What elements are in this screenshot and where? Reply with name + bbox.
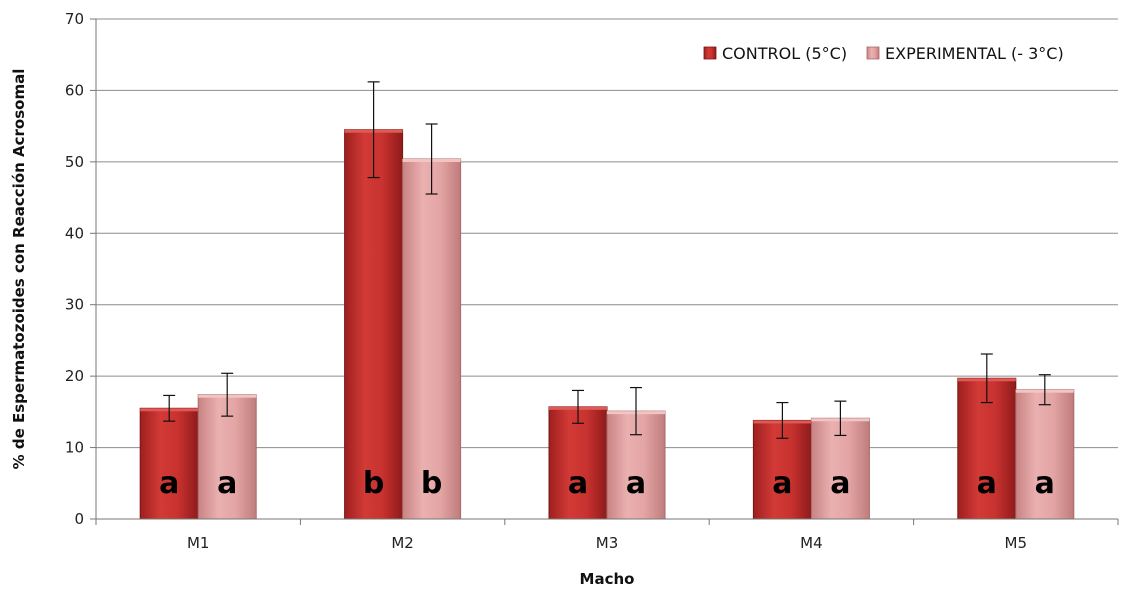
legend-swatch [704, 47, 716, 59]
legend-label: EXPERIMENTAL (- 3°C) [885, 44, 1064, 63]
significance-letter: a [830, 466, 850, 501]
significance-letter: a [977, 466, 997, 501]
bars [140, 130, 1074, 519]
y-tick-label: 50 [65, 153, 84, 171]
x-tick-label: M1 [187, 534, 210, 552]
y-axis-title: % de Espermatozoides con Reacción Acroso… [10, 69, 28, 470]
y-tick-label: 0 [74, 510, 84, 528]
significance-letter: a [159, 466, 179, 501]
y-tick-label: 30 [65, 296, 84, 314]
bar-control-m1 [140, 408, 198, 519]
x-axis-title: Macho [580, 570, 635, 588]
legend-label: CONTROL (5°C) [722, 44, 847, 63]
y-tick-label: 40 [65, 224, 84, 242]
y-axis-ticks: 0 10 20 30 40 50 60 70 [65, 10, 96, 528]
significance-letter: a [568, 466, 588, 501]
significance-letter: b [421, 466, 442, 501]
y-tick-label: 60 [65, 81, 84, 99]
x-tick-label: M2 [391, 534, 414, 552]
y-tick-label: 70 [65, 10, 84, 28]
error-bars [163, 82, 1051, 438]
y-tick-label: 10 [65, 439, 84, 457]
significance-letter: a [1035, 466, 1055, 501]
significance-letter: a [626, 466, 646, 501]
x-tick-label: M4 [800, 534, 823, 552]
legend-swatch [867, 47, 879, 59]
y-tick-label: 20 [65, 367, 84, 385]
x-axis-ticks: M1 M2 M3 M4 M5 [96, 519, 1118, 552]
significance-letter: a [217, 466, 237, 501]
bar-experimental-m2 [403, 159, 461, 519]
significance-letter: a [772, 466, 792, 501]
bar-control-m2 [345, 130, 403, 519]
x-tick-label: M5 [1005, 534, 1028, 552]
x-tick-label: M3 [596, 534, 619, 552]
significance-letter: b [363, 466, 384, 501]
legend: CONTROL (5°C) EXPERIMENTAL (- 3°C) [704, 44, 1064, 63]
